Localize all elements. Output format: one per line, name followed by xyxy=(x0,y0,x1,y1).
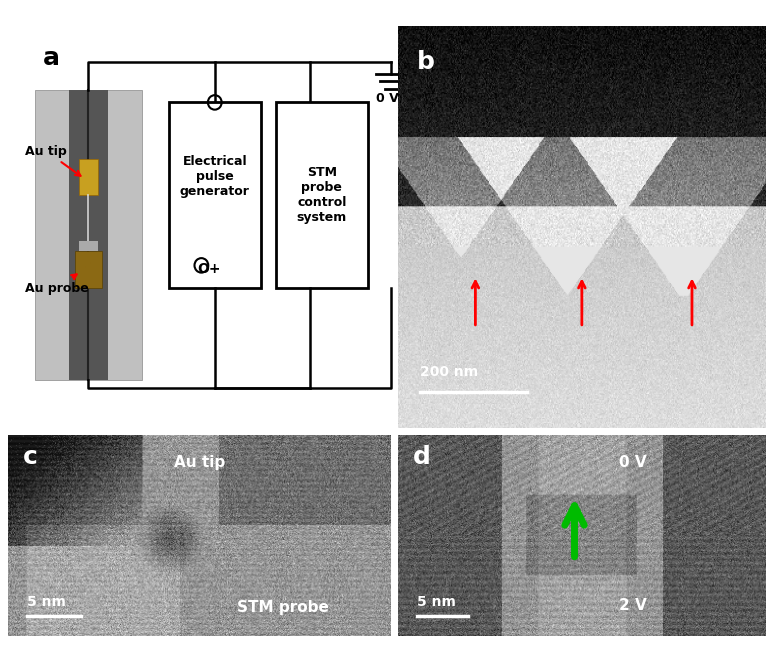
Text: 200 nm: 200 nm xyxy=(420,365,479,379)
Text: O+: O+ xyxy=(198,262,221,276)
Text: Au probe: Au probe xyxy=(25,275,89,295)
Text: Au tip: Au tip xyxy=(173,455,225,470)
Bar xyxy=(35,90,142,380)
Text: 0 V: 0 V xyxy=(619,455,646,470)
Text: 0 V: 0 V xyxy=(376,92,398,105)
Text: STM probe: STM probe xyxy=(237,600,330,615)
Text: d: d xyxy=(413,445,431,469)
Bar xyxy=(75,251,102,288)
Text: 2 V: 2 V xyxy=(619,598,647,613)
Text: 5 nm: 5 nm xyxy=(27,595,66,609)
Text: a: a xyxy=(42,46,59,70)
Bar xyxy=(70,90,108,380)
Text: b: b xyxy=(417,50,434,74)
Bar xyxy=(79,241,98,251)
Text: STM
probe
control
system: STM probe control system xyxy=(297,166,347,224)
Bar xyxy=(276,103,368,288)
Text: Electrical
pulse
generator: Electrical pulse generator xyxy=(180,155,250,198)
Bar xyxy=(169,103,261,288)
Bar xyxy=(79,159,98,195)
Text: Au tip: Au tip xyxy=(25,145,80,176)
Text: 5 nm: 5 nm xyxy=(417,595,455,609)
Text: c: c xyxy=(23,445,38,469)
